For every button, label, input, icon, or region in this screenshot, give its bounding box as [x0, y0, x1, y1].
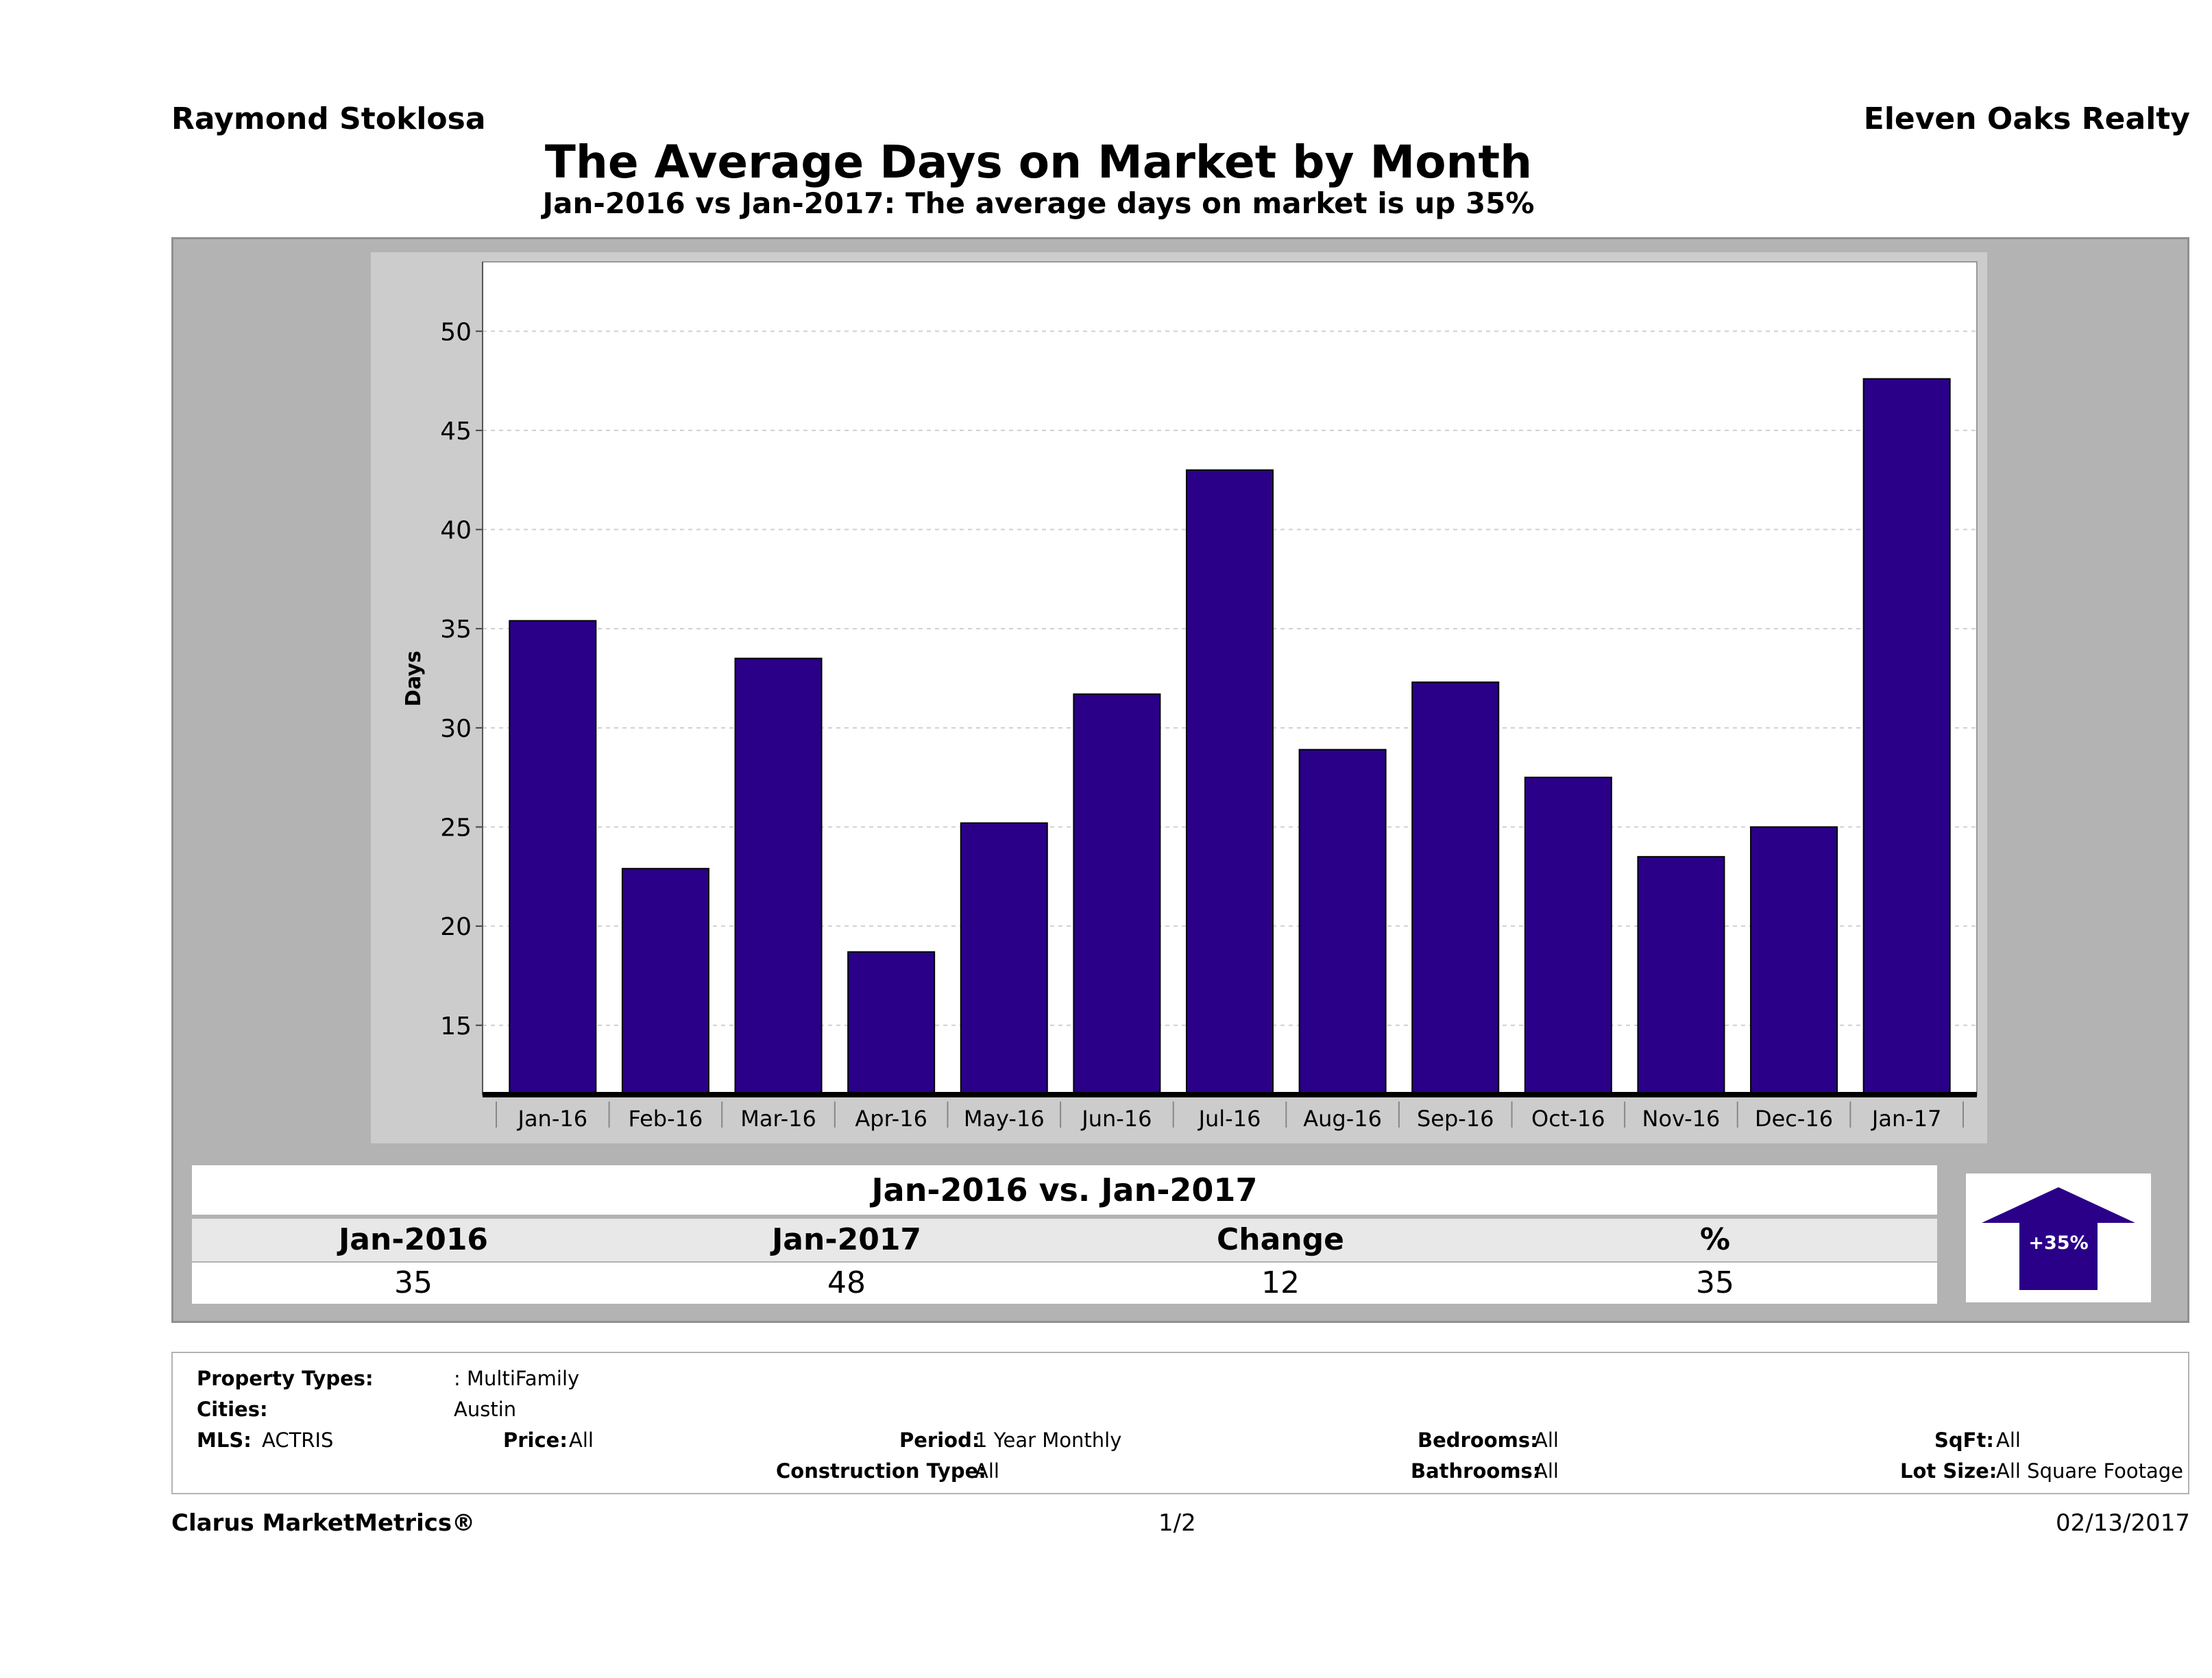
grid-lines [483, 330, 1977, 1026]
bar-sep-16 [1411, 681, 1500, 1095]
page-number: 1/2 [1158, 1509, 1196, 1537]
change-badge-text: +35% [2028, 1232, 2088, 1254]
criteria-value: 1 Year Monthly [975, 1428, 1122, 1452]
criteria-label: Lot Size: [1900, 1459, 1997, 1483]
comparison-label: Change [1217, 1222, 1344, 1257]
x-tick-label: Jun-16 [1080, 1106, 1152, 1132]
up-arrow-icon: +35% [1982, 1187, 2135, 1290]
criteria-label: Construction Type: [776, 1459, 986, 1483]
page-subtitle: Jan-2016 vs Jan-2017: The average days o… [542, 186, 1535, 220]
y-tick-label: 35 [440, 616, 472, 644]
y-tick-label: 50 [440, 318, 472, 346]
criteria-value: : MultiFamily [454, 1367, 580, 1390]
footer-brand: Clarus MarketMetrics® [171, 1509, 476, 1537]
criteria-value: All Square Footage [1996, 1459, 2184, 1483]
comparison-label: Jan-2016 [338, 1222, 489, 1257]
bar-jul-16 [1186, 469, 1274, 1095]
criteria-value: ACTRIS [262, 1428, 334, 1452]
comparison-label: % [1699, 1222, 1731, 1257]
y-tick-label: 45 [440, 417, 472, 446]
bar-feb-16 [621, 868, 709, 1095]
y-axis-title: Days [402, 650, 426, 707]
page-title: The Average Days on Market by Month [544, 136, 1533, 189]
y-tick-label: 25 [440, 814, 472, 842]
criteria-value: All [1996, 1428, 2021, 1452]
x-tick-label: Feb-16 [628, 1106, 703, 1132]
comparison-labels-row: Jan-2016 Jan-2017 Change % [192, 1219, 1937, 1261]
comparison-value: 48 [827, 1265, 866, 1300]
comparison-heading: Jan-2016 vs. Jan-2017 [192, 1165, 1937, 1215]
criteria-label: SqFt: [1934, 1428, 1994, 1452]
criteria-label: Bedrooms: [1418, 1428, 1538, 1452]
y-tick-label: 20 [440, 913, 472, 941]
comparison-values-row: 35 48 12 35 [192, 1263, 1937, 1304]
y-tick-label: 30 [440, 715, 472, 743]
company-name: Eleven Oaks Realty [1863, 101, 2190, 136]
comparison-table: Jan-2016 vs. Jan-2017 Jan-2016 Jan-2017 … [192, 1165, 1937, 1306]
criteria-value: All [1534, 1459, 1559, 1483]
bar-nov-16 [1637, 855, 1725, 1095]
y-tick-label: 15 [440, 1012, 472, 1041]
x-tick-label: Jan-17 [1871, 1106, 1942, 1132]
agent-name: Raymond Stoklosa [171, 101, 486, 136]
x-tick-label: May-16 [964, 1106, 1045, 1132]
x-tick-label: Nov-16 [1642, 1106, 1721, 1132]
criteria-label: Cities: [197, 1398, 268, 1421]
y-tick-label: 40 [440, 517, 472, 545]
x-tick-label: Apr-16 [855, 1106, 927, 1132]
bar-may-16 [960, 822, 1048, 1096]
x-tick-label: Jan-16 [517, 1106, 588, 1132]
bar-jan-17 [1862, 378, 1951, 1095]
comparison-value: 35 [1696, 1265, 1734, 1300]
axes: 15 20 25 30 35 40 45 50 Jan-16 Feb-16 Mar-16 Apr-16… [440, 262, 1977, 1132]
criteria-value: All [1534, 1428, 1559, 1452]
comparison-value: 35 [394, 1265, 433, 1300]
x-tick-label: Oct-16 [1531, 1106, 1605, 1132]
bar-apr-16 [847, 951, 936, 1096]
bars [509, 378, 1951, 1096]
report-date: 02/13/2017 [2056, 1509, 2190, 1537]
bar-jun-16 [1073, 693, 1161, 1095]
x-tick-label: Dec-16 [1755, 1106, 1833, 1132]
comparison-value: 12 [1261, 1265, 1300, 1300]
comparison-label: Jan-2017 [771, 1222, 922, 1257]
bar-jan-16 [509, 620, 597, 1095]
x-tick-label: Sep-16 [1417, 1106, 1494, 1132]
criteria-label: Property Types: [197, 1367, 374, 1390]
criteria-label: Price: [503, 1428, 568, 1452]
criteria-label: Bathrooms: [1411, 1459, 1541, 1483]
x-tick-label: Aug-16 [1303, 1106, 1382, 1132]
x-tick-label: Jul-16 [1198, 1106, 1261, 1132]
criteria-value: Austin [454, 1398, 517, 1421]
search-criteria: Property Types: : MultiFamily Cities: Au… [171, 1352, 2189, 1494]
criteria-label: Period: [899, 1428, 980, 1452]
bar-dec-16 [1750, 826, 1838, 1095]
criteria-label: MLS: [197, 1428, 252, 1452]
criteria-value: All [975, 1459, 999, 1483]
bar-mar-16 [734, 657, 823, 1095]
bar-oct-16 [1524, 777, 1612, 1096]
bar-aug-16 [1298, 749, 1387, 1096]
bar-chart: 15 20 25 30 35 40 45 50 Jan-16 Feb-16 Mar-16 Apr-16… [402, 261, 1978, 1132]
x-tick-label: Mar-16 [740, 1106, 816, 1132]
criteria-value: All [569, 1428, 594, 1452]
